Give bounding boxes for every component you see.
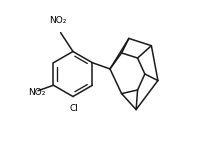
Text: NO₂: NO₂ xyxy=(28,88,45,97)
Text: Cl: Cl xyxy=(69,104,78,114)
Text: NO₂: NO₂ xyxy=(49,16,66,25)
